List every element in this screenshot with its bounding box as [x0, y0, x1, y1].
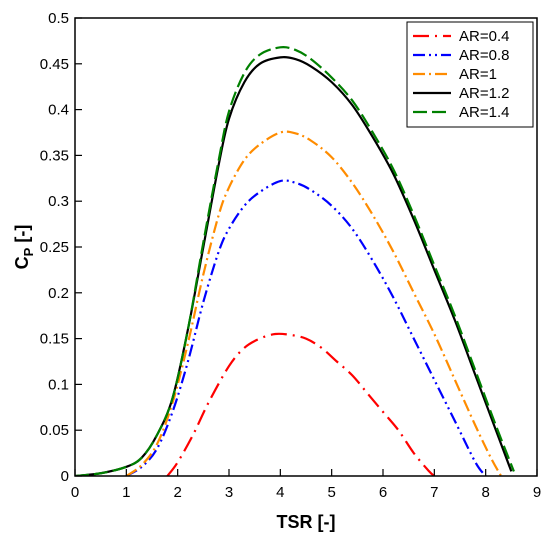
y-tick-label: 0.25	[40, 239, 69, 256]
legend-label-3: AR=1	[459, 66, 497, 83]
legend-label-4: AR=1.2	[459, 85, 509, 102]
x-tick-label: 3	[225, 484, 233, 501]
series-line-2	[125, 179, 487, 476]
y-tick-label: 0.15	[40, 331, 69, 348]
y-axis-title-main: C	[12, 256, 32, 269]
y-tick-label: 0	[61, 468, 69, 485]
x-tick-label: 5	[327, 484, 335, 501]
x-tick-label: 7	[430, 484, 438, 501]
legend-box	[406, 21, 534, 128]
x-tick-label: 2	[173, 484, 181, 501]
y-tick-label: 0.2	[48, 285, 69, 302]
y-tick-label: 0.45	[40, 56, 69, 73]
x-tick-label: 0	[71, 484, 79, 501]
series-line-5	[75, 46, 515, 476]
y-tick-label: 0.1	[48, 376, 69, 393]
series-layer	[75, 46, 515, 476]
x-tick-label: 6	[379, 484, 387, 501]
legend-label-5: AR=1.4	[459, 104, 509, 121]
x-tick-label: 9	[533, 484, 541, 501]
x-tick-label: 8	[481, 484, 489, 501]
y-tick-label: 0.5	[48, 10, 69, 27]
x-tick-label: 1	[122, 484, 130, 501]
y-axis-title: CP [-]	[12, 225, 36, 270]
x-axis-title: TSR [-]	[277, 512, 336, 532]
y-tick-label: 0.35	[40, 147, 69, 164]
legend-label-1: AR=0.4	[459, 28, 509, 45]
y-tick-label: 0.4	[48, 102, 69, 119]
y-tick-label: 0.3	[48, 193, 69, 210]
legend: AR=0.4 AR=0.8 AR=1 AR=1.2 AR=1.4	[406, 21, 534, 128]
y-tick-label: 0.05	[40, 422, 69, 439]
legend-label-2: AR=0.8	[459, 47, 509, 64]
ticks-layer: 0 1 2 3 4 5 6 7 8 9 0 0.05 0.1 0.15 0.2 0.25 0.3 0.35 0.4 0…	[40, 10, 541, 501]
series-line-3	[125, 130, 503, 476]
y-axis-title-suffix: [-]	[12, 225, 32, 248]
y-axis-title-sub: P	[21, 247, 36, 256]
x-tick-label: 4	[276, 484, 284, 501]
series-line-1	[166, 332, 436, 476]
